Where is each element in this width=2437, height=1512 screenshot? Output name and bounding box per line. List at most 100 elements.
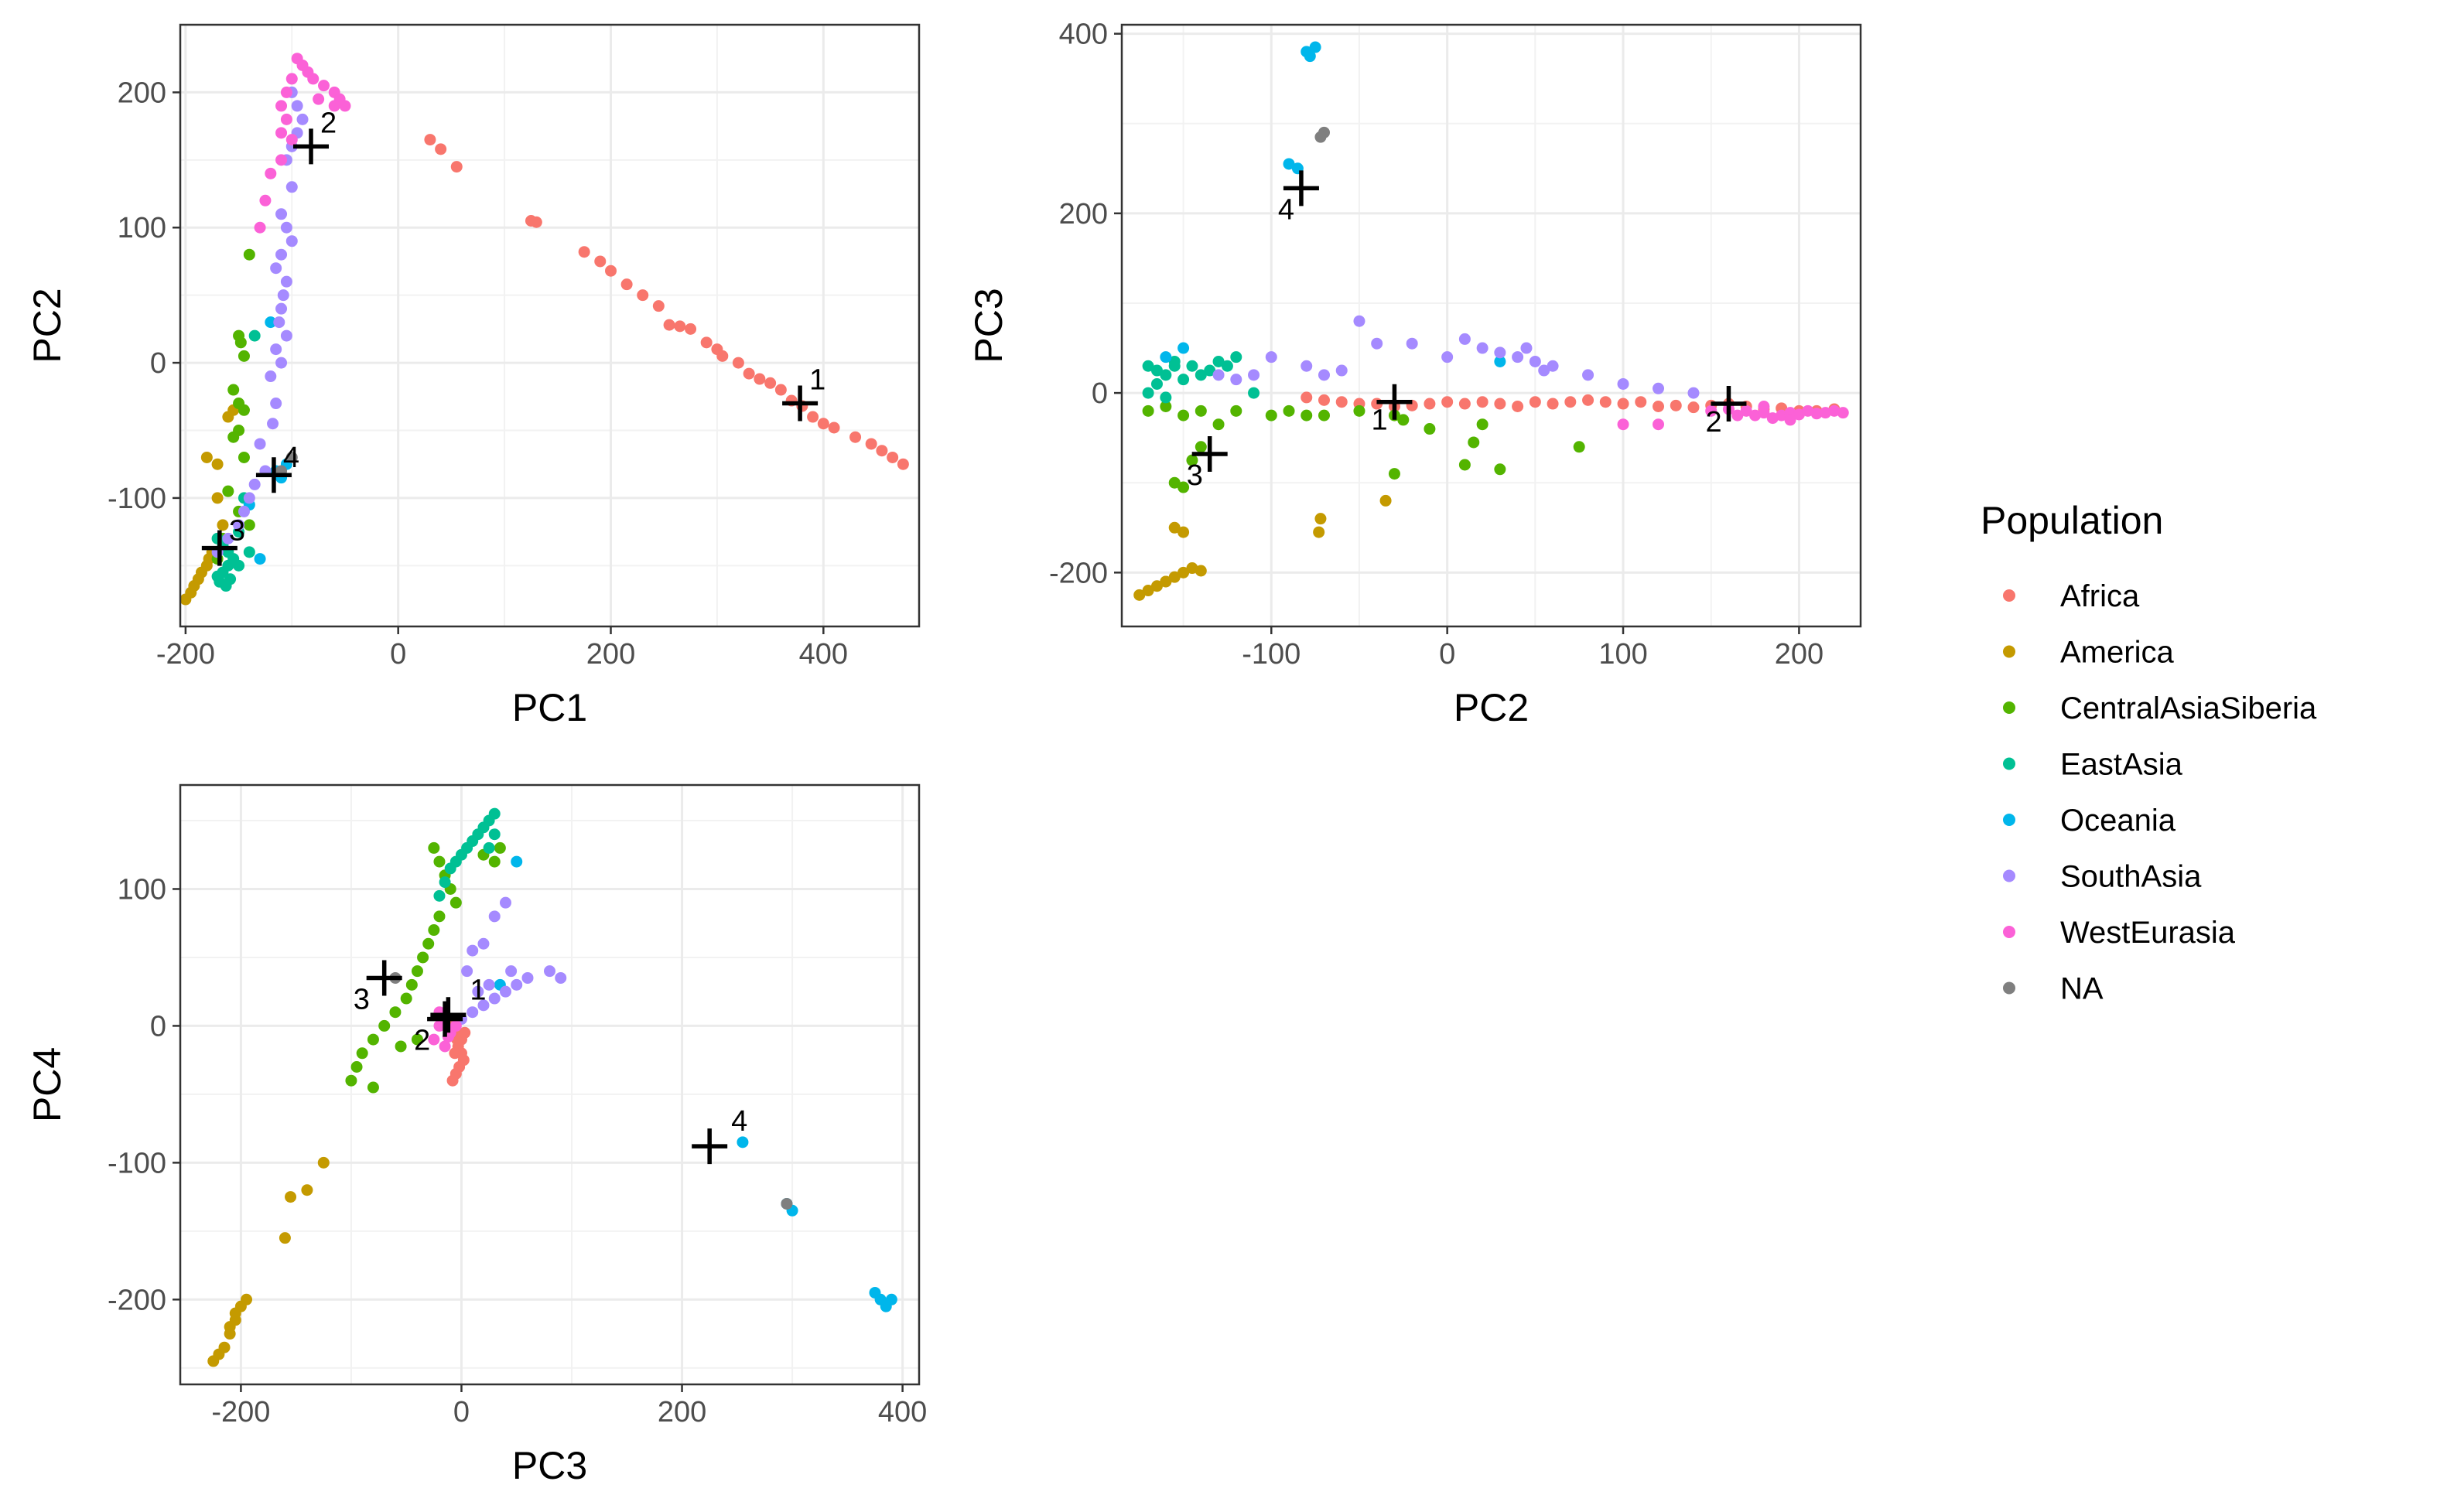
point	[405, 978, 418, 991]
point	[1160, 401, 1172, 413]
point	[530, 216, 542, 228]
y-axis-title: PC4	[26, 1047, 69, 1122]
point	[243, 546, 255, 558]
centroid-label: 1	[1371, 404, 1387, 437]
point	[483, 978, 495, 991]
point	[285, 73, 298, 85]
legend-title: Population	[1981, 499, 2163, 542]
point	[1749, 409, 1762, 422]
point	[211, 458, 224, 470]
point	[265, 316, 277, 329]
series-SouthAsia	[211, 86, 309, 558]
point	[1458, 459, 1471, 471]
point	[817, 418, 829, 430]
point	[1168, 571, 1181, 583]
point	[1150, 377, 1163, 390]
point	[1837, 407, 1849, 419]
point	[449, 1019, 462, 1032]
point	[1186, 454, 1198, 466]
point	[1195, 404, 1207, 417]
point	[1265, 409, 1277, 422]
point	[511, 855, 523, 868]
centroid-marker: 2	[1705, 386, 1747, 439]
point	[1670, 399, 1682, 411]
point	[265, 370, 277, 383]
point	[424, 134, 436, 146]
point	[1301, 409, 1313, 422]
point	[1582, 369, 1594, 381]
point	[1687, 387, 1700, 399]
point	[1230, 351, 1242, 363]
legend-label: EastAsia	[2060, 748, 2183, 782]
point	[1204, 364, 1216, 377]
x-tick-label: -100	[1242, 638, 1301, 671]
point	[211, 492, 224, 504]
x-tick-label: 0	[1439, 638, 1455, 671]
point	[1547, 398, 1559, 410]
point	[1573, 441, 1585, 453]
point	[265, 167, 277, 179]
y-tick-label: -100	[108, 1147, 166, 1179]
point	[1371, 337, 1383, 350]
point	[1776, 409, 1788, 422]
legend-label: America	[2060, 636, 2174, 670]
x-tick-label: 400	[878, 1396, 927, 1428]
point	[488, 910, 501, 923]
point	[224, 1321, 236, 1333]
centroid-marker: 3	[201, 515, 245, 566]
point	[241, 1293, 253, 1306]
point	[1494, 355, 1506, 367]
point	[897, 458, 909, 470]
legend-item-SouthAsia: SouthAsia	[2003, 860, 2202, 894]
y-tick-label: 200	[1059, 198, 1108, 230]
point	[620, 278, 633, 291]
point	[1564, 396, 1577, 408]
point	[521, 971, 534, 984]
point	[1388, 468, 1400, 480]
point	[1793, 408, 1805, 421]
point	[885, 1293, 897, 1306]
centroid-label: 3	[1187, 459, 1203, 492]
point	[743, 367, 755, 380]
point	[1468, 436, 1480, 449]
point	[1784, 414, 1796, 426]
point	[1820, 407, 1832, 419]
point	[1458, 398, 1471, 410]
point	[285, 181, 298, 193]
point	[1617, 377, 1629, 390]
point	[652, 300, 665, 312]
point	[280, 329, 292, 342]
point	[411, 965, 423, 978]
point	[254, 553, 266, 565]
point	[637, 289, 649, 302]
point	[754, 373, 766, 385]
point	[1301, 360, 1313, 372]
point	[1653, 401, 1665, 413]
series-NA	[1314, 126, 1330, 143]
point	[605, 265, 617, 277]
point	[1283, 158, 1295, 170]
point	[270, 398, 282, 410]
y-tick-label: 400	[1059, 19, 1108, 51]
point	[700, 336, 713, 349]
point	[248, 478, 261, 490]
point	[1529, 355, 1541, 367]
point	[1212, 418, 1225, 431]
point	[1212, 369, 1225, 381]
point	[275, 127, 288, 139]
point	[1230, 404, 1242, 417]
point	[254, 438, 266, 450]
y-tick-label: 0	[150, 347, 166, 380]
point	[227, 384, 240, 396]
point	[1248, 369, 1260, 381]
point	[467, 944, 479, 957]
point	[494, 841, 506, 854]
legend-key	[2003, 589, 2015, 602]
point	[280, 86, 292, 98]
point	[849, 431, 862, 443]
point	[318, 80, 330, 92]
point	[544, 965, 555, 978]
point	[1379, 494, 1392, 507]
point	[234, 336, 247, 349]
